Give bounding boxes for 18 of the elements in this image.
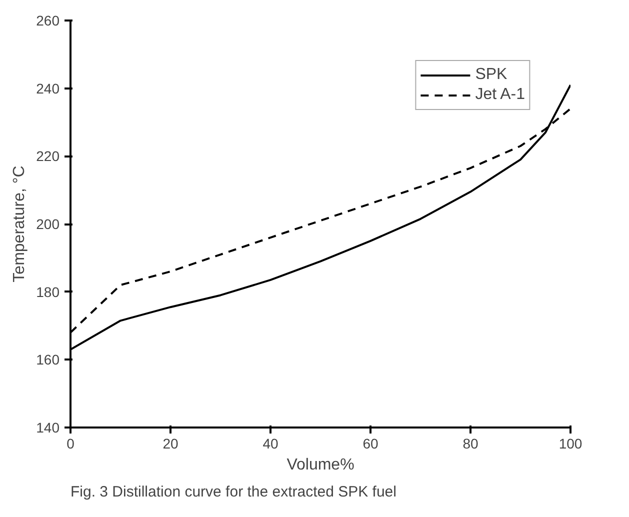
x-tick-label: 80 — [462, 436, 478, 452]
y-tick-label: 220 — [36, 148, 60, 164]
y-axis-title: Temperature, °C — [11, 166, 28, 282]
y-tick-label: 200 — [36, 216, 60, 232]
x-tick-label: 100 — [558, 436, 582, 452]
y-tick-label: 160 — [36, 352, 60, 368]
x-tick-label: 60 — [362, 436, 378, 452]
x-axis-title: Volume% — [286, 456, 354, 474]
y-tick-label: 240 — [36, 80, 60, 96]
legend-label: SPK — [475, 66, 508, 84]
x-tick-label: 20 — [162, 436, 178, 452]
x-tick-label: 40 — [262, 436, 278, 452]
legend-label: Jet A-1 — [475, 86, 525, 104]
y-tick-label: 180 — [36, 284, 60, 300]
x-tick-label: 0 — [66, 436, 75, 452]
y-tick-label: 260 — [36, 12, 60, 28]
y-tick-label: 140 — [36, 420, 60, 436]
caption: Fig. 3 Distillation curve for the extracted SPK fuel — [70, 484, 396, 500]
